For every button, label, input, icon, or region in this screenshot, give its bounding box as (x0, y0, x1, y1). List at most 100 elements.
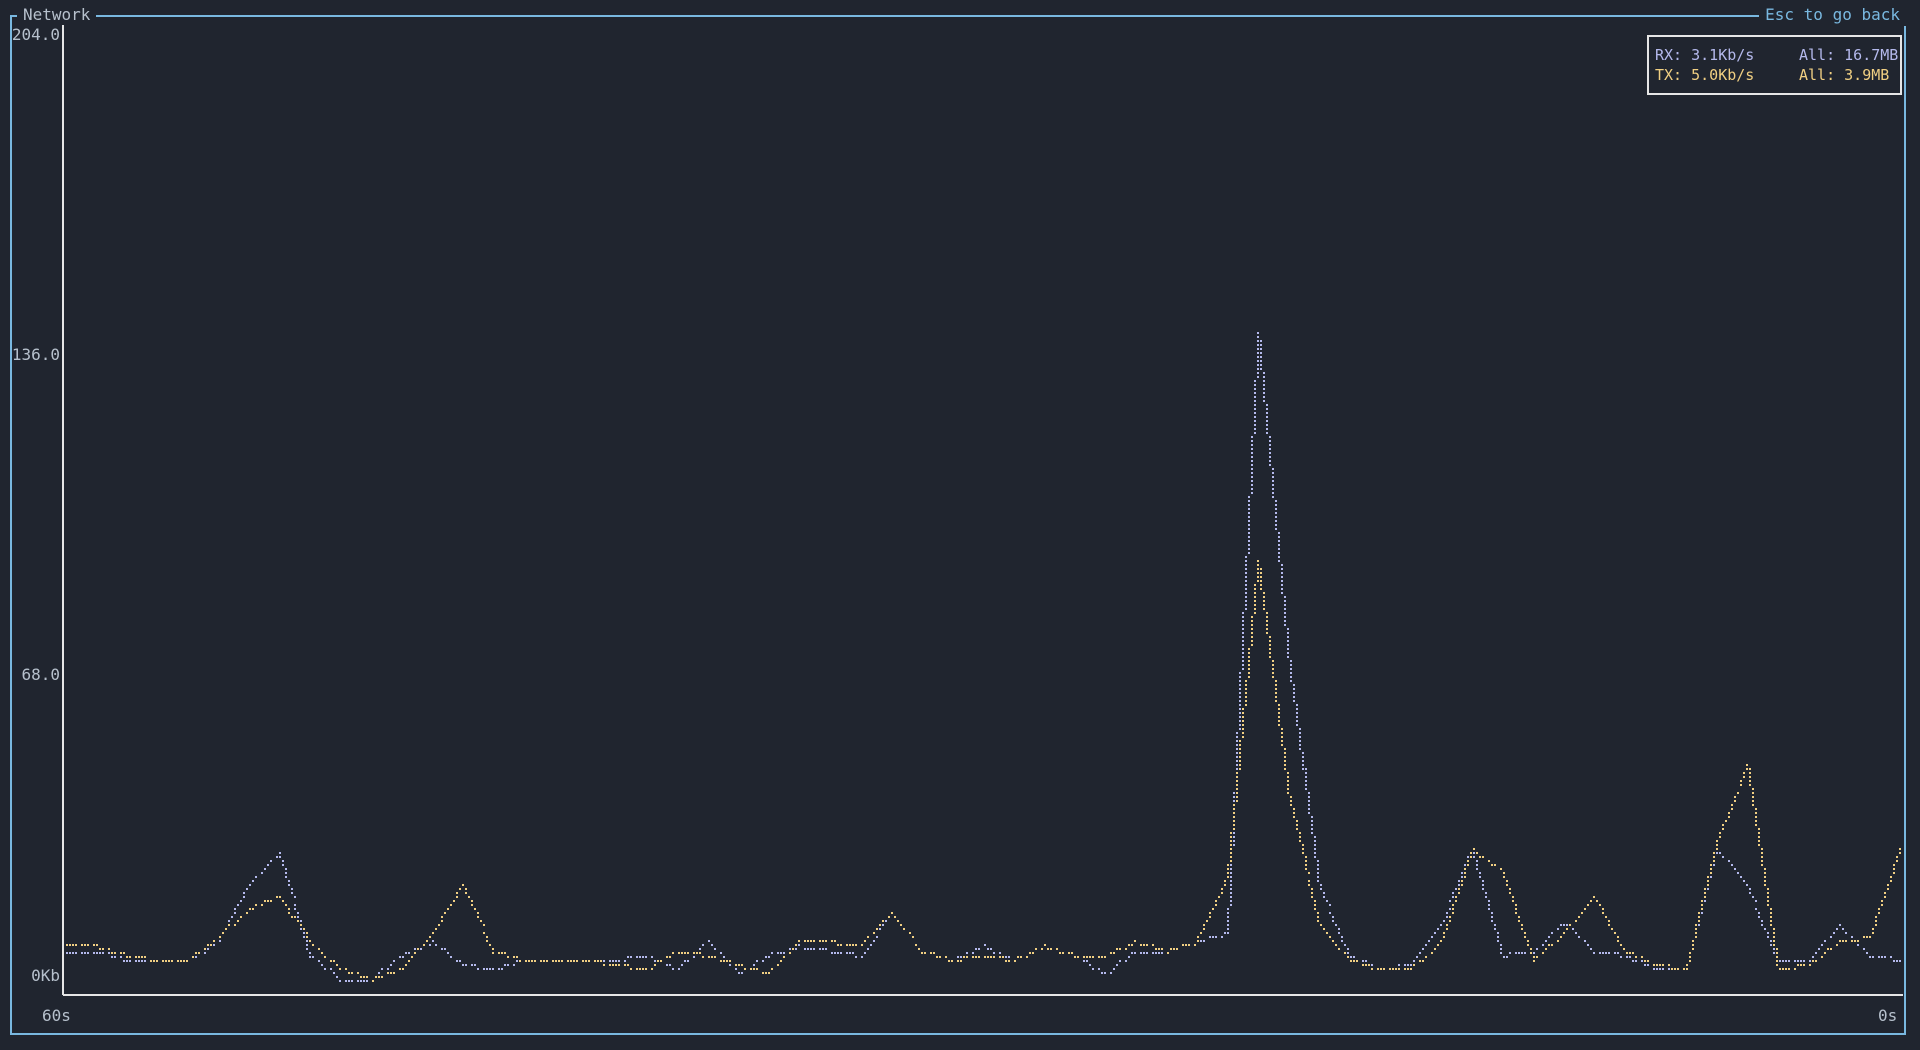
y-tick-label: 0Kb (31, 966, 60, 985)
data-point (861, 956, 863, 958)
data-point (1656, 964, 1658, 966)
data-point (738, 972, 740, 974)
data-point (1134, 952, 1136, 954)
data-point (1503, 956, 1505, 958)
data-point (831, 940, 833, 942)
data-point (462, 884, 464, 886)
rx-total: All: 16.7MB (1799, 46, 1899, 64)
data-point (891, 912, 893, 914)
data-point (615, 964, 617, 966)
data-point (585, 960, 587, 962)
data-point (402, 956, 404, 958)
data-point (1014, 960, 1016, 962)
data-point (645, 968, 647, 970)
data-point (708, 956, 710, 958)
data-point (1257, 560, 1259, 562)
data-point (249, 908, 251, 910)
data-point (219, 940, 221, 942)
data-point (372, 980, 374, 982)
data-point (1440, 940, 1442, 942)
data-point (1227, 932, 1229, 934)
data-point (492, 968, 494, 970)
data-point (1044, 944, 1046, 946)
data-point (1410, 964, 1412, 966)
back-hint[interactable]: Esc to go back (1759, 4, 1906, 26)
data-point (921, 952, 923, 954)
data-point (156, 960, 158, 962)
data-point (1197, 940, 1199, 942)
data-point (66, 952, 68, 954)
data-point (1380, 968, 1382, 970)
data-point (525, 960, 527, 962)
data-point (1809, 960, 1811, 962)
data-point (309, 940, 311, 942)
tx-rate: TX: 5.0Kb/s (1655, 66, 1755, 84)
data-point (768, 956, 770, 958)
data-point (1563, 932, 1565, 934)
data-point (555, 960, 557, 962)
data-point (279, 852, 281, 854)
data-point (861, 944, 863, 946)
traffic-legend: RX: 3.1Kb/s All: 16.7MB TX: 5.0Kb/s All:… (1647, 35, 1902, 95)
data-point (678, 952, 680, 954)
data-point (1809, 964, 1811, 966)
data-point (984, 944, 986, 946)
data-point (1104, 972, 1106, 974)
series-tx-line (66, 560, 1901, 982)
data-point (339, 968, 341, 970)
data-point (1257, 332, 1259, 334)
data-point (462, 964, 464, 966)
data-point (951, 960, 953, 962)
data-point (1899, 960, 1901, 962)
data-point (1593, 952, 1595, 954)
y-tick-label: 136.0 (11, 345, 60, 364)
data-point (1626, 956, 1628, 958)
data-point (126, 956, 128, 958)
data-point (432, 940, 434, 942)
data-point (1533, 960, 1535, 962)
network-panel-border (10, 15, 1906, 1035)
data-point (831, 952, 833, 954)
data-point (738, 964, 740, 966)
data-point (1779, 960, 1781, 962)
data-point (1839, 924, 1841, 926)
data-point (1227, 876, 1229, 878)
data-point (1869, 936, 1871, 938)
data-point (249, 884, 251, 886)
data-point (1593, 896, 1595, 898)
data-point (1287, 656, 1289, 658)
data-point (339, 980, 341, 982)
data-point (126, 960, 128, 962)
series-rx-line (66, 332, 1901, 982)
data-point (66, 944, 68, 946)
data-point (1104, 956, 1106, 958)
data-point (1287, 792, 1289, 794)
data-point (219, 936, 221, 938)
data-point (1869, 956, 1871, 958)
data-point (1350, 960, 1352, 962)
data-point (1626, 952, 1628, 954)
data-point (1320, 884, 1322, 886)
tx-total: All: 3.9MB (1799, 66, 1890, 84)
data-point (186, 960, 188, 962)
data-point (1074, 956, 1076, 958)
data-point (984, 956, 986, 958)
data-point (402, 968, 404, 970)
data-point (1746, 884, 1748, 886)
rx-rate: RX: 3.1Kb/s (1655, 46, 1755, 64)
data-point (1779, 968, 1781, 970)
data-point (768, 972, 770, 974)
data-point (798, 944, 800, 946)
panel-title: Network (17, 4, 97, 26)
data-point (96, 952, 98, 954)
data-point (1686, 968, 1688, 970)
data-point (1746, 764, 1748, 766)
data-point (1350, 956, 1352, 958)
data-point (645, 956, 647, 958)
data-point (615, 960, 617, 962)
data-point (1167, 952, 1169, 954)
data-point (1839, 940, 1841, 942)
data-point (1473, 848, 1475, 850)
